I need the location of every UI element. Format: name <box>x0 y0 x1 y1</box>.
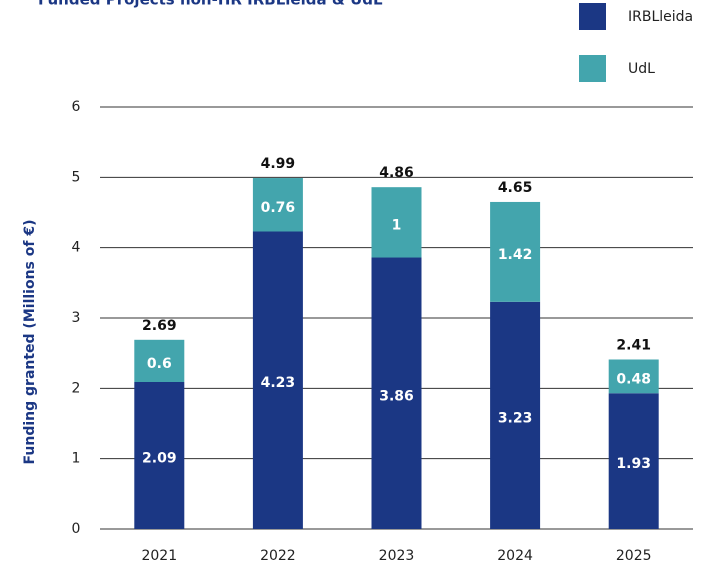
y-tick-label: 4 <box>72 240 81 256</box>
bar-total-label: 2.41 <box>616 337 651 353</box>
bar-value-label: 1 <box>392 217 402 233</box>
x-tick-label: 2022 <box>260 548 296 564</box>
legend-label: IRBLleida <box>628 9 693 25</box>
x-tick-label: 2021 <box>141 548 177 564</box>
bar-segment <box>134 382 185 529</box>
bar-segment <box>490 301 541 529</box>
y-tick-label: 3 <box>72 310 81 326</box>
x-tick-label: 2023 <box>379 548 415 564</box>
bar-value-label: 1.42 <box>498 247 533 263</box>
bar-segment <box>608 359 659 394</box>
bar-value-label: 4.23 <box>261 375 296 391</box>
y-tick-label: 6 <box>72 99 81 115</box>
bar-segment <box>608 393 659 529</box>
legend-swatch <box>579 3 606 30</box>
x-tick-label: 2024 <box>497 548 533 564</box>
y-tick-label: 5 <box>72 169 81 185</box>
x-tick-label: 2025 <box>616 548 652 564</box>
bar-value-label: 2.09 <box>142 451 177 467</box>
bar-segment <box>252 231 303 530</box>
bar-value-label: 1.93 <box>616 456 651 472</box>
bar-value-label: 0.48 <box>616 371 651 387</box>
chart-title: Funded Projects non-HR IRBLleida & UdL <box>38 0 383 9</box>
bar-segment <box>134 339 185 383</box>
bar-value-label: 0.76 <box>261 200 296 216</box>
y-tick-label: 2 <box>72 380 81 396</box>
bar-total-label: 4.65 <box>498 180 533 196</box>
bar-total-label: 4.86 <box>379 165 414 181</box>
bar-segment <box>371 257 422 529</box>
legend-label: UdL <box>628 61 655 77</box>
bar-value-label: 0.6 <box>147 356 172 372</box>
y-tick-label: 0 <box>72 521 81 537</box>
bar-value-label: 3.23 <box>498 410 533 426</box>
bar-total-label: 4.99 <box>261 156 296 172</box>
bar-segment <box>490 201 541 302</box>
y-tick-label: 1 <box>72 451 81 467</box>
bar-segment <box>252 178 303 232</box>
bar-value-label: 3.86 <box>379 388 414 404</box>
legend-swatch <box>579 55 606 82</box>
bar-total-label: 2.69 <box>142 318 177 334</box>
y-axis-label: Funding granted (Millions of €) <box>22 220 38 465</box>
bar-segment <box>371 187 422 258</box>
